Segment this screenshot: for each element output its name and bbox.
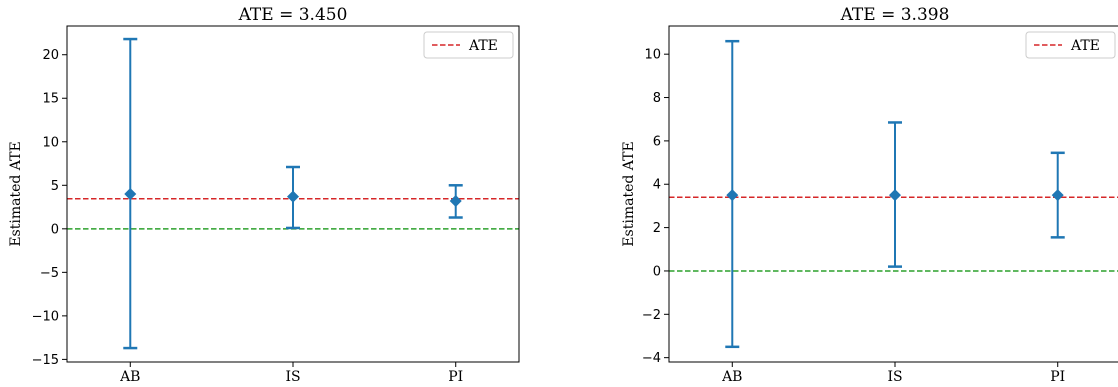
y-tick-label: −5 xyxy=(40,266,59,281)
x-tick-label: AB xyxy=(721,369,742,385)
estimate-marker xyxy=(726,189,739,202)
y-tick-label: 0 xyxy=(51,222,59,237)
legend: ATE xyxy=(1025,31,1116,59)
y-tick-label: 20 xyxy=(42,48,59,63)
errorbar-ab xyxy=(123,37,138,350)
y-tick-label: −4 xyxy=(642,351,661,366)
estimate-marker xyxy=(889,189,901,202)
y-tick-label: −2 xyxy=(642,308,661,323)
x-tick-label: PI xyxy=(1050,369,1065,385)
y-tick-label: 8 xyxy=(653,91,661,106)
errorbar-is xyxy=(286,165,300,230)
errorbar-ab xyxy=(725,39,740,349)
legend-label: ATE xyxy=(468,38,498,54)
y-tick-label: 10 xyxy=(644,48,661,63)
y-tick-label: 6 xyxy=(653,134,661,149)
plot-frame xyxy=(66,25,520,363)
y-tick-label: −15 xyxy=(32,353,59,368)
chart-title: ATE = 3.398 xyxy=(840,5,950,25)
y-tick-label: 0 xyxy=(653,264,661,279)
legend-box xyxy=(423,31,514,59)
legend-label: ATE xyxy=(1070,38,1100,54)
y-tick-label: 4 xyxy=(653,178,661,193)
y-tick-label: 10 xyxy=(42,135,59,150)
estimate-marker xyxy=(287,190,299,203)
y-tick-label: 2 xyxy=(653,221,661,236)
legend: ATE xyxy=(423,31,514,59)
y-axis-label: Estimated ATE xyxy=(8,141,24,246)
estimate-marker xyxy=(124,188,137,200)
errorbar-pi xyxy=(1050,151,1065,239)
y-tick-label: 5 xyxy=(51,179,59,194)
x-tick-label: PI xyxy=(448,369,463,385)
x-tick-label: IS xyxy=(285,369,300,385)
y-axis-label: Estimated ATE xyxy=(621,141,637,246)
x-tick-label: IS xyxy=(887,369,902,385)
legend-box xyxy=(1025,31,1116,59)
x-tick-label: AB xyxy=(119,369,140,385)
estimate-marker xyxy=(1051,189,1064,202)
errorbar-is xyxy=(888,121,902,268)
plot-frame xyxy=(668,25,1118,363)
y-tick-label: 15 xyxy=(42,92,59,107)
y-tick-label: −10 xyxy=(32,309,59,324)
chart-panel-2: ATE = 3.398 Estimated ATE −4 −2 0 2 4 6 8 10 AB IS P… xyxy=(621,5,1118,385)
errorbar-pi xyxy=(448,184,463,219)
chart-title: ATE = 3.450 xyxy=(238,5,348,25)
estimate-marker xyxy=(449,194,462,207)
chart-panel-1: ATE = 3.450 Estimated ATE −15 −10 −5 0 5 10 15 20… xyxy=(8,5,520,385)
